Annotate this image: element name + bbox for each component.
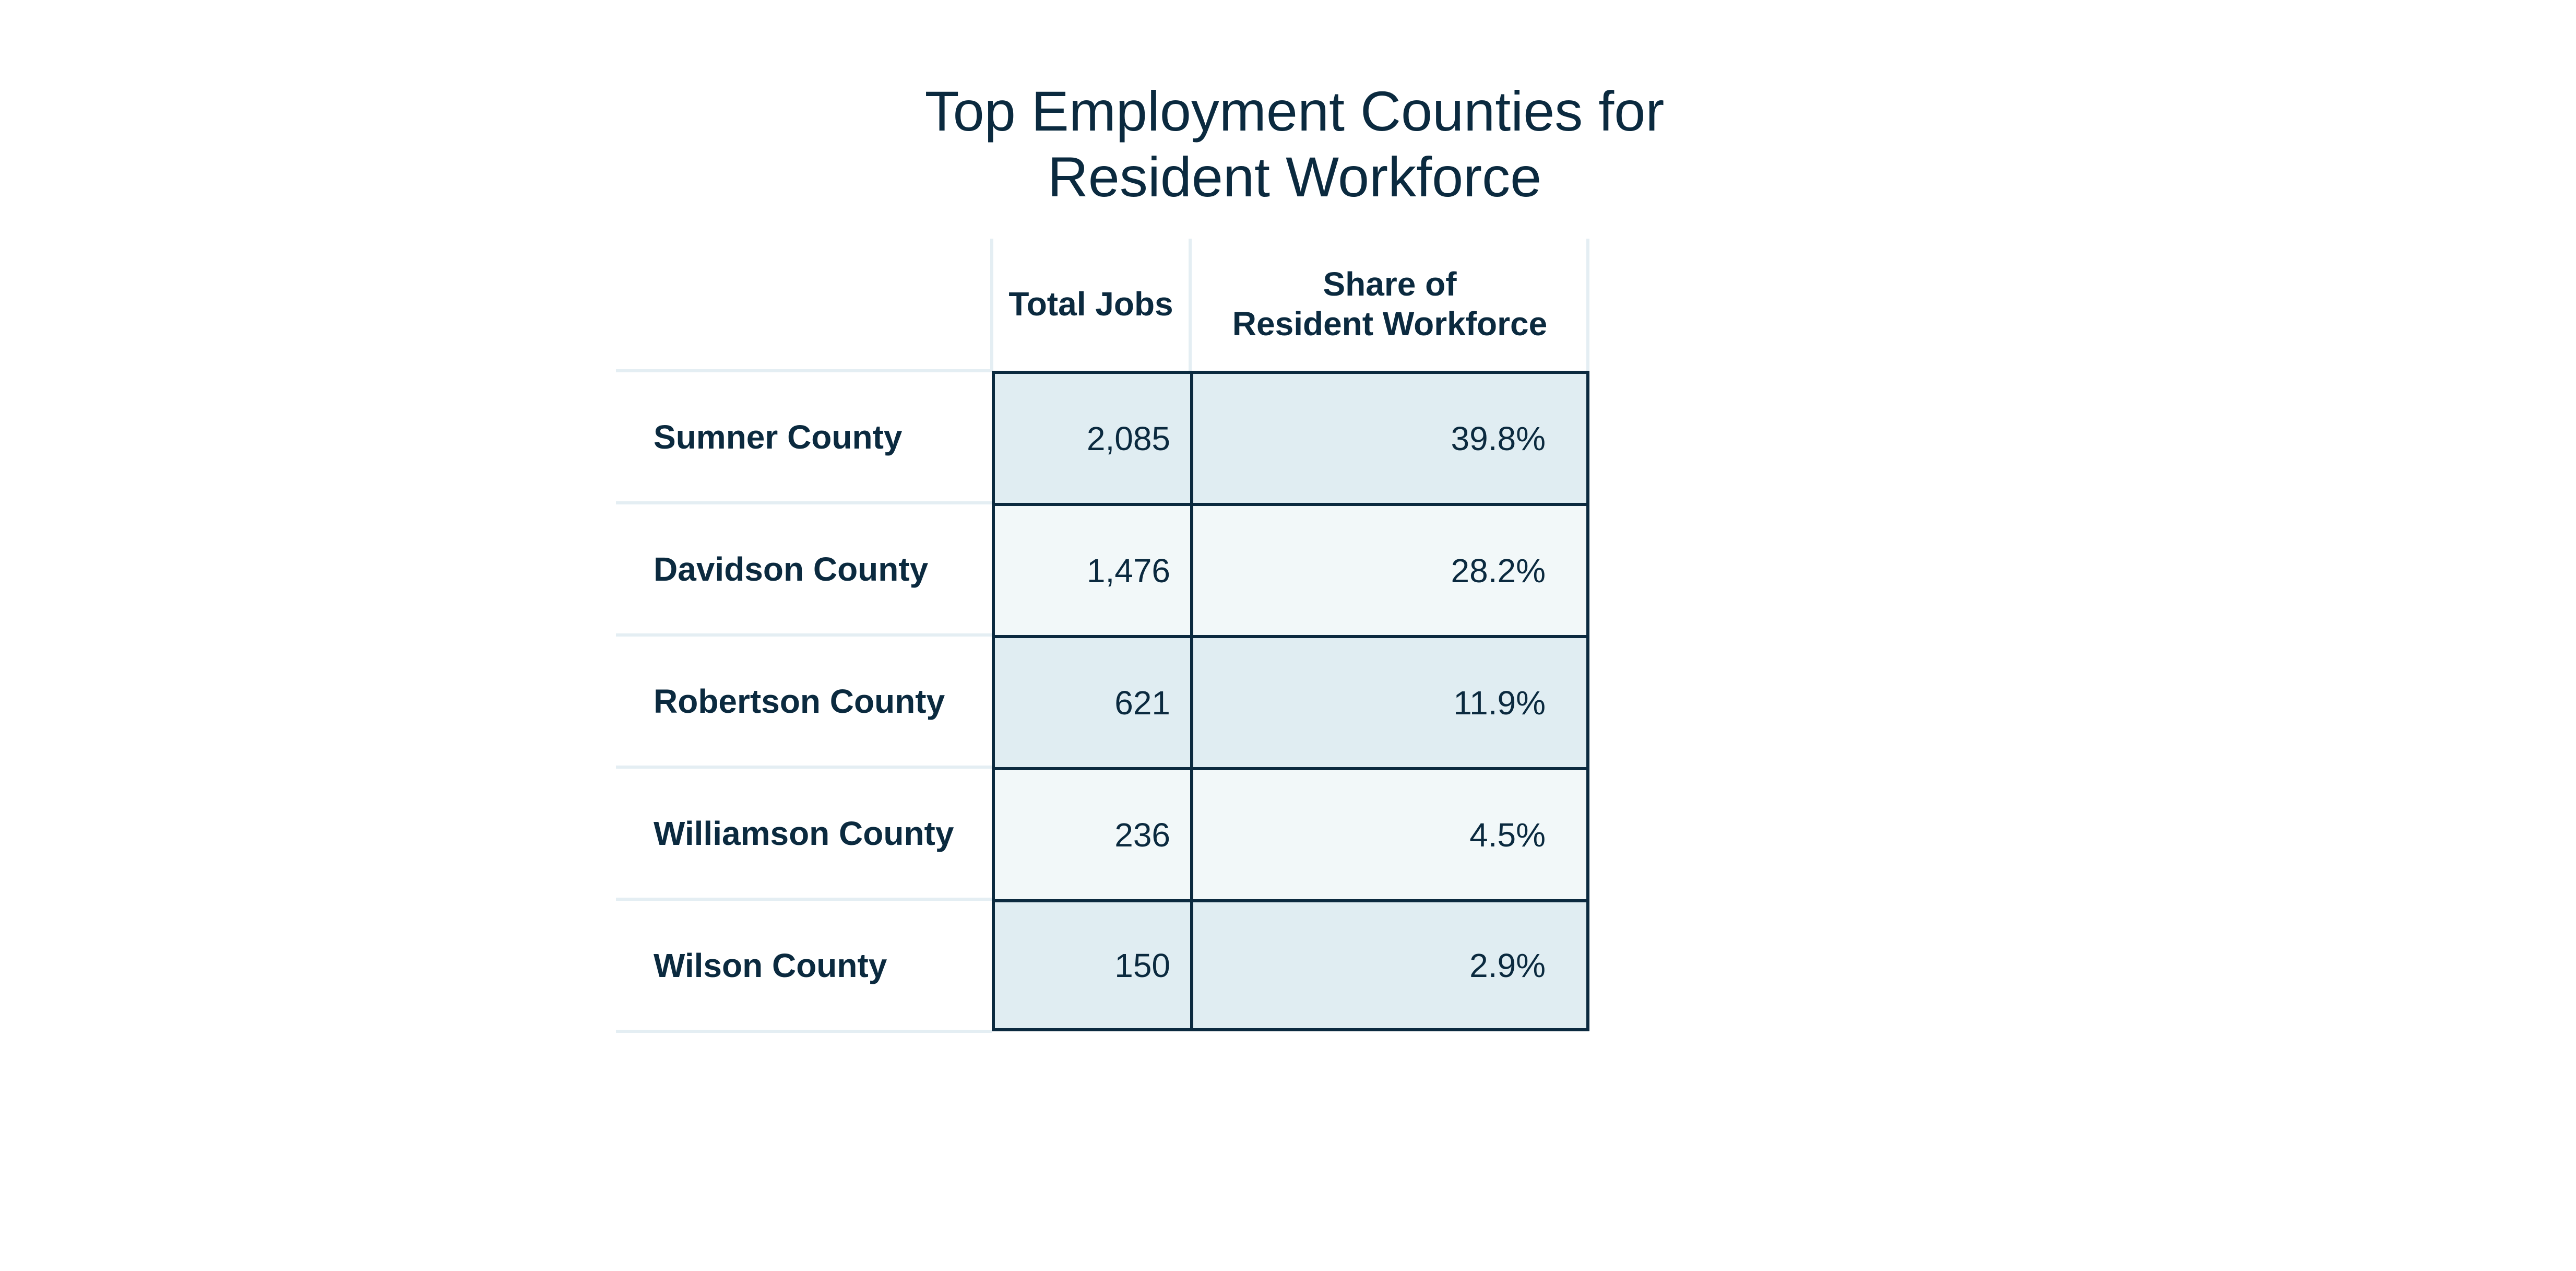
data-region-border bbox=[992, 371, 1589, 1031]
data-row-border bbox=[992, 767, 1589, 770]
cell-total-jobs-williamson: 236 bbox=[995, 770, 1190, 899]
header-divider-middle bbox=[1189, 239, 1192, 372]
chart-title-line-1: Top Employment Counties for bbox=[924, 79, 1665, 143]
row-divider bbox=[616, 766, 992, 769]
data-row-border bbox=[992, 503, 1589, 506]
cell-total-jobs-davidson: 1,476 bbox=[995, 506, 1190, 635]
cell-total-jobs-sumner: 2,085 bbox=[995, 374, 1190, 503]
column-header-total-jobs-text: Total Jobs bbox=[1008, 285, 1173, 323]
cell-share-robertson: 11.9% bbox=[1193, 638, 1586, 767]
cell-share-sumner: 39.8% bbox=[1193, 374, 1586, 503]
header-divider-right bbox=[1586, 239, 1589, 372]
column-header-share-line-2: Resident Workforce bbox=[1232, 305, 1548, 343]
cell-share-williamson: 4.5% bbox=[1193, 770, 1586, 899]
row-divider bbox=[616, 501, 992, 504]
row-label-sumner-county: Sumner County bbox=[654, 418, 903, 456]
data-column-divider bbox=[1190, 371, 1193, 1031]
row-label-robertson-county: Robertson County bbox=[654, 682, 945, 720]
cell-share-davidson: 28.2% bbox=[1193, 506, 1586, 635]
cell-total-jobs-robertson: 621 bbox=[995, 638, 1190, 767]
data-row-border bbox=[992, 635, 1589, 638]
column-header-share: Share of Resident Workforce bbox=[1190, 239, 1589, 369]
chart-title: Top Employment Counties for Resident Wor… bbox=[679, 78, 1910, 210]
row-divider bbox=[616, 898, 992, 901]
row-label-williamson-county: Williamson County bbox=[654, 814, 954, 852]
row-label-wilson-county: Wilson County bbox=[654, 946, 887, 984]
row-divider bbox=[616, 633, 992, 637]
column-header-share-line-1: Share of bbox=[1323, 265, 1457, 303]
row-divider bbox=[616, 1030, 992, 1033]
row-label-davidson-county: Davidson County bbox=[654, 550, 929, 588]
data-row-border bbox=[992, 899, 1589, 902]
column-header-total-jobs: Total Jobs bbox=[992, 239, 1190, 369]
employment-table: Total Jobs Share of Resident Workforce S… bbox=[616, 239, 1589, 1035]
cell-total-jobs-wilson: 150 bbox=[995, 902, 1190, 1028]
chart-title-line-2: Resident Workforce bbox=[1047, 145, 1542, 208]
row-divider bbox=[616, 369, 992, 372]
header-divider-left bbox=[990, 239, 993, 372]
cell-share-wilson: 2.9% bbox=[1193, 902, 1586, 1028]
